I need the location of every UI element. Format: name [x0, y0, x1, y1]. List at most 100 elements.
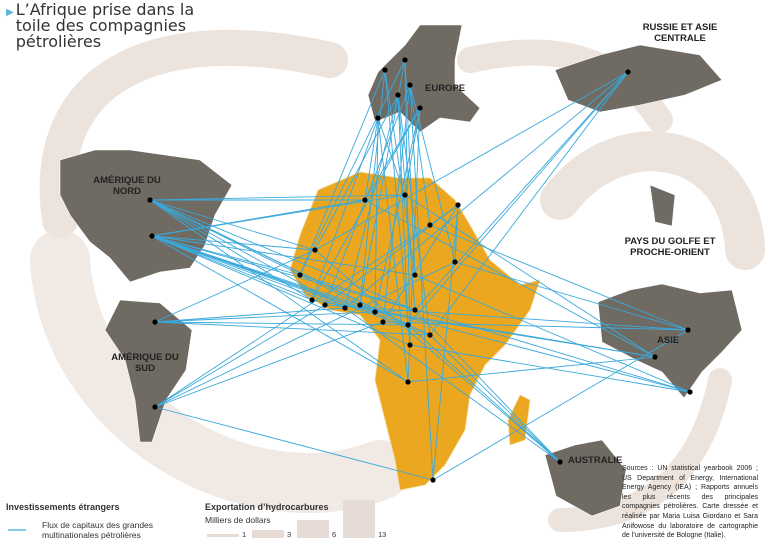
- flow-line: [384, 69, 411, 346]
- flow-line: [299, 59, 406, 276]
- city-dot: [407, 342, 413, 348]
- flow-line: [149, 194, 406, 201]
- australia: [544, 439, 627, 517]
- flow-line: [154, 309, 416, 323]
- legend-flux-label: Flux de capitaux des grandes multination…: [42, 520, 154, 540]
- europe: [367, 24, 481, 133]
- city-dot: [402, 57, 408, 63]
- flow-line: [311, 117, 379, 301]
- flow-line: [154, 321, 431, 336]
- flow-line: [154, 307, 346, 323]
- label-europe: EUROPE: [425, 83, 466, 94]
- flow-line: [377, 117, 409, 383]
- flow-line: [404, 59, 411, 346]
- flow-line: [154, 304, 326, 408]
- export-size-3-label: 3: [287, 530, 292, 539]
- export-size-6-label: 6: [332, 530, 337, 539]
- flow-line: [154, 321, 384, 408]
- export-size-1: [207, 534, 239, 537]
- city-dot: [455, 202, 461, 208]
- capital-flows: [149, 59, 691, 481]
- title-text: L’Afrique prise dans la toile des compag…: [15, 0, 195, 51]
- flow-line: [407, 324, 561, 463]
- label-russie: RUSSIE ET ASIE CENTRALE: [642, 22, 718, 44]
- flow-line: [151, 235, 346, 309]
- flow-line: [364, 117, 379, 201]
- city-dot: [430, 477, 436, 483]
- flow-line: [409, 84, 434, 481]
- city-dot: [322, 302, 328, 308]
- flow-line: [151, 235, 416, 311]
- flow-line: [414, 71, 629, 311]
- city-dot: [297, 272, 303, 278]
- flow-line: [324, 204, 459, 306]
- flow-line: [314, 71, 629, 251]
- flow-line: [149, 199, 431, 336]
- legend-export-unit: Milliers de dollars: [205, 515, 271, 525]
- flow-line: [151, 235, 411, 346]
- label-amerique-sud: AMÉRIQUE DU SUD: [111, 352, 179, 374]
- city-dot: [412, 307, 418, 313]
- export-size-1-label: 1: [242, 530, 247, 539]
- city-dot: [405, 379, 411, 385]
- russia-central-asia: [554, 44, 723, 113]
- flow-line: [409, 344, 691, 393]
- city-dot: [452, 259, 458, 265]
- flow-line: [151, 194, 406, 237]
- export-size-13-label: 13: [378, 530, 387, 539]
- flow-line: [407, 356, 656, 383]
- city-dot: [342, 305, 348, 311]
- city-dot: [375, 115, 381, 121]
- flow-line: [382, 204, 459, 323]
- city-dot: [407, 82, 413, 88]
- flow-line: [149, 199, 346, 309]
- city-dot: [427, 222, 433, 228]
- city-dot: [687, 389, 693, 395]
- export-size-6: [297, 520, 329, 538]
- legend-invest-title: Investissements étrangers: [6, 502, 120, 512]
- city-dot: [372, 309, 378, 315]
- flow-line: [299, 69, 386, 276]
- flow-line: [314, 94, 399, 251]
- flow-line: [151, 235, 316, 251]
- flow-line: [429, 334, 561, 463]
- city-dot: [357, 302, 363, 308]
- flow-line: [397, 94, 431, 336]
- flow-line: [407, 71, 629, 326]
- city-dot: [395, 92, 401, 98]
- flow-line: [324, 304, 689, 331]
- flow-line: [359, 59, 406, 306]
- flow-line: [359, 304, 691, 393]
- flow-line: [414, 309, 561, 463]
- flow-line: [397, 94, 416, 311]
- city-dot: [382, 67, 388, 73]
- city-dot: [309, 297, 315, 303]
- flow-line: [432, 204, 459, 481]
- label-asie: ASIE: [657, 335, 680, 346]
- export-size-13: [343, 500, 375, 538]
- city-dot: [625, 69, 631, 75]
- flow-line: [344, 94, 399, 309]
- city-dot: [412, 272, 418, 278]
- flow-line: [311, 107, 421, 301]
- city-dots: [147, 57, 693, 483]
- flow-line: [151, 235, 313, 301]
- flow-line: [344, 71, 629, 309]
- city-dot: [147, 197, 153, 203]
- city-dot: [652, 354, 658, 360]
- city-dot: [152, 319, 158, 325]
- flow-line: [299, 274, 691, 393]
- flow-line: [314, 249, 561, 463]
- flow-line: [414, 274, 691, 393]
- flow-line: [151, 235, 409, 383]
- flow-line: [454, 261, 689, 331]
- flow-line: [404, 59, 416, 276]
- city-dot: [427, 332, 433, 338]
- flow-line: [149, 199, 316, 251]
- map-title: ▶ L’Afrique prise dans la toile des compa…: [6, 2, 216, 50]
- flow-line: [374, 107, 421, 313]
- city-dot: [312, 247, 318, 253]
- flow-line: [151, 235, 416, 276]
- legend-export-title: Exportation d’hydrocarbures: [205, 502, 329, 512]
